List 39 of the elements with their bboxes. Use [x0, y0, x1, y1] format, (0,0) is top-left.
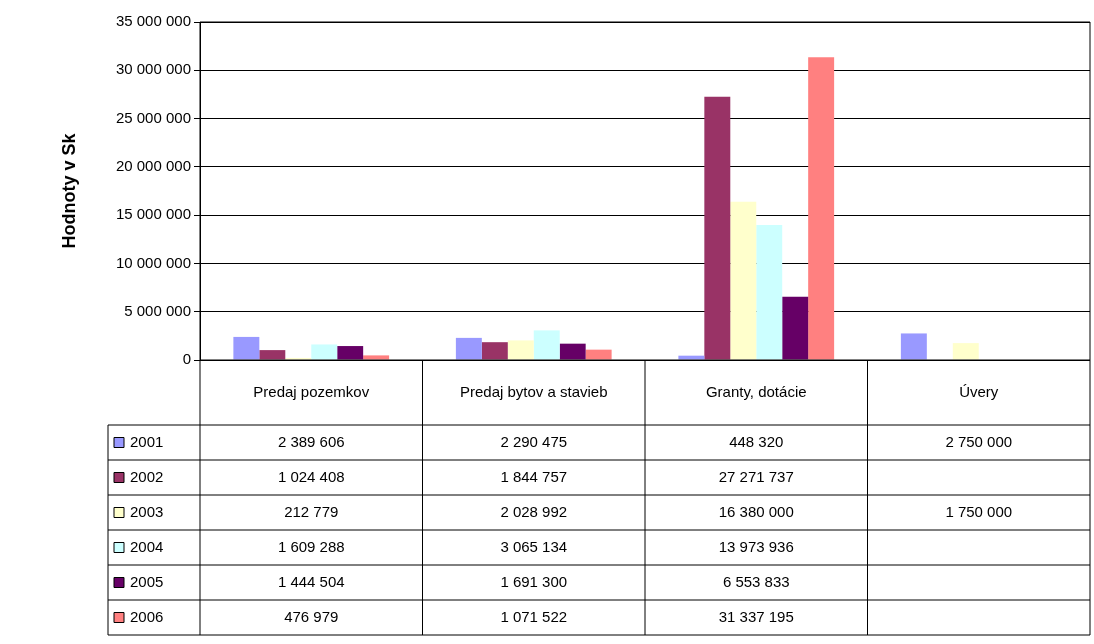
legend-label: 2001: [130, 432, 164, 450]
legend-label: 2004: [130, 537, 164, 555]
y-tick-label: 30 000 000: [115, 60, 191, 78]
x-tick-label: Úvery: [959, 382, 999, 400]
legend-label: 2003: [130, 502, 164, 520]
x-tick-label: Granty, dotácie: [705, 382, 807, 400]
data-label: 3 065 134: [500, 537, 568, 555]
legend-label: 2006: [130, 607, 164, 625]
y-tick-label: 20 000 000: [115, 157, 191, 174]
y-tick-label: 10 000 000: [115, 253, 191, 271]
data-label: 2 389 606: [277, 432, 345, 450]
data-label: 1 024 408: [277, 467, 345, 485]
data-label: 27 271 737: [718, 467, 794, 485]
y-tick-label: 15 000 000: [115, 205, 191, 223]
data-label: 1 844 757: [500, 467, 568, 485]
data-label: 2 750 000: [945, 432, 1013, 450]
x-tick-label: Predaj pozemkov: [253, 382, 370, 400]
data-label: 16 380 000: [718, 502, 794, 520]
data-label: 1 750 000: [945, 502, 1013, 520]
y-tick-label: 35 000 000: [115, 12, 191, 30]
data-label: 1 609 288: [277, 537, 345, 555]
data-label: 6 553 833: [722, 572, 790, 590]
data-label: 31 337 195: [718, 607, 794, 625]
data-label: 13 973 936: [718, 537, 794, 555]
legend-label: 2002: [130, 467, 164, 485]
x-tick-label: Predaj bytov a stavieb: [459, 382, 608, 400]
data-label: 212 779: [284, 502, 339, 520]
data-label: 1 691 300: [500, 572, 568, 590]
data-label: 2 028 992: [500, 502, 568, 520]
data-label: 1 071 522: [500, 607, 568, 625]
y-tick-label: 5 000 000: [124, 301, 191, 319]
data-label: 476 979: [284, 607, 339, 625]
legend-label: 2005: [130, 572, 164, 590]
y-axis-title: Hodnoty v Sk: [58, 132, 79, 249]
data-label: 448 320: [729, 432, 784, 450]
data-label: 1 444 504: [277, 572, 345, 590]
data-label: 2 290 475: [500, 432, 568, 450]
y-tick-label: 25 000 000: [115, 108, 191, 126]
y-tick-label: 0: [182, 350, 191, 368]
